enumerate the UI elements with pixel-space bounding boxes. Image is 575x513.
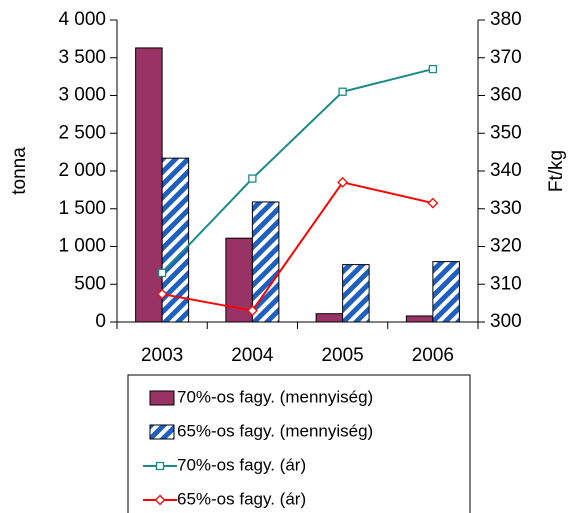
y2-tick-label: 360 bbox=[490, 85, 522, 106]
y-tick-label: 1 500 bbox=[58, 198, 106, 219]
x-tick-label: 2004 bbox=[231, 345, 274, 366]
line bbox=[161, 68, 434, 274]
point bbox=[156, 288, 168, 300]
bar bbox=[251, 201, 280, 323]
y2-tick-label: 380 bbox=[490, 9, 522, 30]
y2-tick-label: 370 bbox=[490, 47, 522, 68]
bar bbox=[161, 157, 190, 323]
bar bbox=[342, 264, 370, 323]
legend-swatch bbox=[149, 424, 175, 440]
y-tick-label: 3 500 bbox=[58, 47, 106, 68]
y2-tick-label: 350 bbox=[490, 122, 522, 143]
point bbox=[427, 197, 439, 209]
y-tick-label: 4 000 bbox=[58, 9, 106, 30]
y2-axis-label: Ft/kg bbox=[546, 150, 567, 192]
y-tick-label: 500 bbox=[74, 273, 106, 294]
y-axis-label: tonna bbox=[9, 147, 30, 195]
y-tick-label: 1 000 bbox=[58, 236, 106, 257]
legend-label: 70%-os fagy. (ár) bbox=[177, 455, 306, 474]
x-tick-label: 2003 bbox=[141, 345, 183, 366]
point bbox=[428, 64, 438, 74]
bar bbox=[315, 313, 344, 323]
x-tick-label: 2006 bbox=[412, 345, 454, 366]
legend-label: 65%-os fagy. (mennyiség) bbox=[177, 421, 373, 440]
point bbox=[338, 87, 347, 96]
y2-tick-label: 300 bbox=[490, 311, 522, 332]
bar bbox=[405, 315, 434, 323]
legend-marker bbox=[154, 494, 166, 506]
y-tick-label: 2 000 bbox=[58, 160, 106, 181]
bar bbox=[135, 47, 163, 323]
point bbox=[337, 176, 349, 188]
legend-label: 70%-os fagy. (mennyiség) bbox=[177, 387, 373, 406]
legend-box bbox=[127, 374, 471, 513]
y-tick-label: 0 bbox=[95, 311, 106, 332]
point bbox=[246, 305, 258, 317]
bar bbox=[432, 261, 460, 323]
legend-swatch bbox=[149, 390, 175, 406]
y2-tick-label: 330 bbox=[490, 198, 522, 219]
x-tick-label: 2005 bbox=[321, 345, 363, 366]
y-tick-label: 3 000 bbox=[58, 85, 106, 106]
y2-tick-label: 340 bbox=[490, 160, 522, 181]
legend-marker bbox=[155, 461, 165, 471]
y2-tick-label: 310 bbox=[490, 273, 522, 294]
point bbox=[157, 268, 167, 278]
y2-tick-label: 320 bbox=[490, 236, 522, 257]
line bbox=[161, 181, 434, 312]
point bbox=[248, 174, 257, 183]
y-tick-label: 2 500 bbox=[58, 122, 106, 143]
legend-label: 65%-os fagy. (ár) bbox=[177, 489, 306, 508]
